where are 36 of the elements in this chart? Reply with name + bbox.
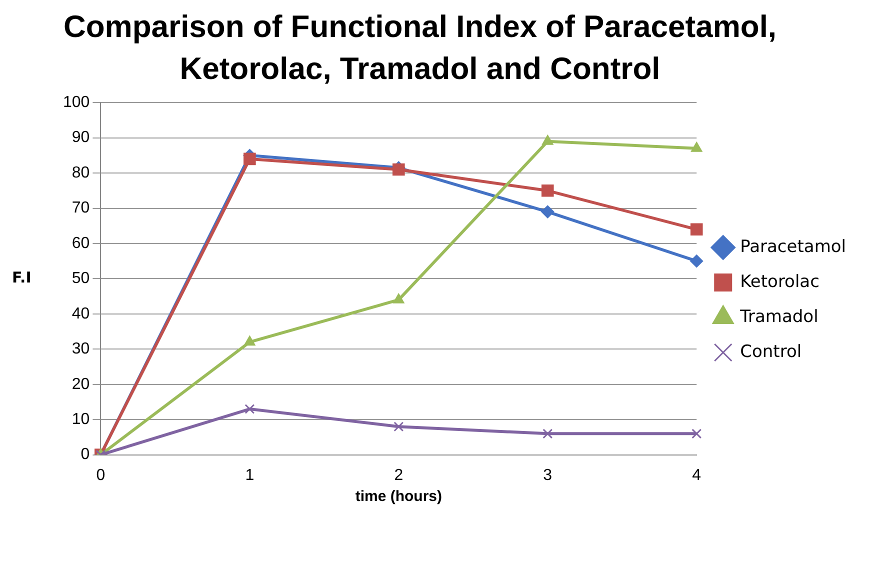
point: [394, 422, 404, 432]
x-tick-label: 0: [96, 466, 106, 484]
point: [244, 336, 256, 346]
y-tick-label: 20: [72, 376, 90, 393]
point: [392, 293, 404, 304]
x-tick-label: 1: [245, 466, 254, 484]
x-tick-label: 2: [394, 466, 404, 484]
y-tick-label: 30: [72, 340, 90, 358]
x-axis-title: time (hours): [355, 488, 442, 506]
point: [244, 404, 255, 414]
point: [542, 134, 554, 145]
legend-label: Tramadol: [739, 306, 818, 327]
y-tick-label: 40: [72, 305, 90, 322]
y-tick-label: 90: [72, 129, 90, 146]
y-tick-label: 70: [72, 200, 90, 217]
y-tick-label: 100: [62, 94, 90, 112]
x-tick-label: 4: [692, 466, 702, 484]
legend-label: Control: [740, 342, 802, 362]
point: [690, 254, 704, 268]
y-tick-label: 60: [72, 234, 90, 252]
legend-label: Ketorolac: [740, 272, 820, 292]
point: [244, 152, 256, 166]
point: [690, 223, 703, 236]
y-tick-label: 50: [72, 270, 90, 288]
y-tick-label: 0: [80, 446, 90, 464]
point: [692, 428, 702, 439]
y-tick-label: 10: [72, 410, 90, 428]
y-axis-title: F.I: [12, 268, 32, 287]
chart-title: Comparison of Functional Index of Paracetamol, Ketorolac, Tramadol and Control: [62, 8, 778, 88]
x-tick-label: 3: [543, 466, 552, 484]
y-tick-label: 80: [72, 164, 90, 182]
point: [542, 428, 553, 439]
point: [541, 205, 554, 218]
point: [690, 142, 702, 152]
legend-label: Paracetamol: [740, 236, 846, 257]
point: [541, 184, 554, 197]
